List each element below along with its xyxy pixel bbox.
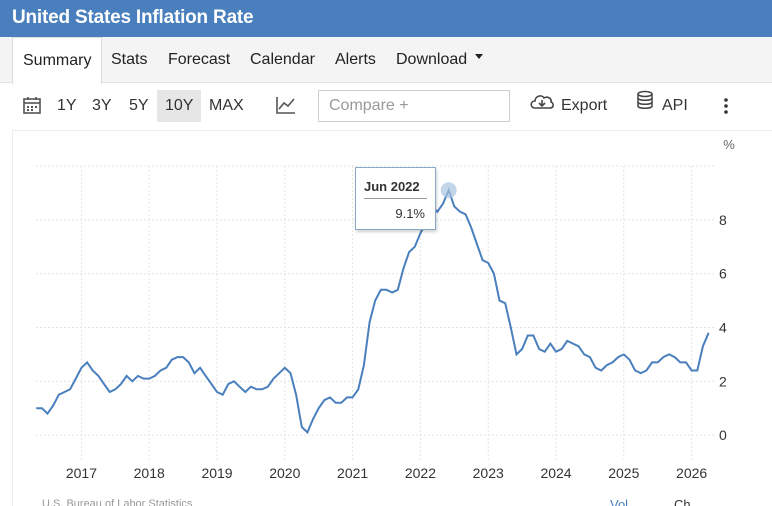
range-5y[interactable]: 5Y bbox=[129, 97, 149, 114]
y-tick-label: 6 bbox=[719, 266, 727, 282]
x-tick-label: 2024 bbox=[540, 465, 571, 481]
tab-forecast[interactable]: Forecast bbox=[168, 51, 231, 68]
export-label: Export bbox=[561, 97, 608, 115]
y-tick-label: 0 bbox=[719, 427, 727, 443]
range-1y[interactable]: 1Y bbox=[57, 97, 77, 114]
tab-alerts[interactable]: Alerts bbox=[335, 51, 376, 68]
legend-ch[interactable]: Ch bbox=[674, 497, 691, 506]
y-tick-label: 2 bbox=[719, 373, 727, 389]
legend-vol[interactable]: Vol bbox=[610, 497, 629, 506]
nav-tabs: Summary Stats Forecast Calendar Alerts D… bbox=[0, 37, 772, 84]
range-10y[interactable]: 10Y bbox=[157, 90, 202, 122]
export-button[interactable]: Export bbox=[529, 90, 607, 122]
api-label: API bbox=[662, 97, 688, 115]
x-tick-label: 2022 bbox=[405, 465, 436, 481]
x-tick-label: 2021 bbox=[337, 465, 368, 481]
chart-toolbar: 1Y 3Y 5Y 10Y MAX Export API bbox=[0, 84, 772, 130]
x-tick-label: 2025 bbox=[608, 465, 639, 481]
page-title: United States Inflation Rate bbox=[12, 7, 254, 28]
tooltip-date: Jun 2022 bbox=[364, 179, 420, 194]
cloud-download-icon bbox=[529, 90, 555, 122]
chart-tooltip: Jun 2022 9.1% bbox=[355, 167, 436, 230]
chart-panel bbox=[12, 130, 772, 506]
x-tick-label: 2026 bbox=[676, 465, 707, 481]
tab-stats[interactable]: Stats bbox=[111, 51, 148, 68]
range-3y[interactable]: 3Y bbox=[92, 97, 112, 114]
highlight-point bbox=[440, 182, 457, 199]
x-tick-label: 2019 bbox=[201, 465, 232, 481]
tab-calendar[interactable]: Calendar bbox=[250, 51, 315, 68]
tab-download[interactable]: Download bbox=[396, 37, 484, 83]
y-tick-label: 8 bbox=[719, 212, 727, 228]
tooltip-divider bbox=[364, 198, 427, 199]
y-unit-label: % bbox=[723, 137, 735, 152]
caret-down-icon bbox=[475, 54, 484, 60]
api-button[interactable]: API bbox=[636, 90, 688, 122]
tab-download-label: Download bbox=[396, 51, 468, 68]
database-icon bbox=[636, 90, 654, 122]
y-tick-label: 4 bbox=[719, 319, 727, 335]
tab-summary[interactable]: Summary bbox=[12, 37, 103, 84]
x-tick-label: 2023 bbox=[473, 465, 504, 481]
source-label[interactable]: U.S. Bureau of Labor Statistics bbox=[42, 498, 193, 506]
title-bar: United States Inflation Rate bbox=[0, 0, 772, 37]
more-vert-icon[interactable] bbox=[720, 96, 732, 118]
chart-type-icon[interactable] bbox=[275, 95, 297, 117]
x-tick-label: 2018 bbox=[134, 465, 165, 481]
calendar-icon[interactable] bbox=[22, 95, 42, 117]
series-line bbox=[36, 187, 710, 435]
compare-input[interactable] bbox=[318, 90, 510, 122]
range-max[interactable]: MAX bbox=[209, 97, 244, 114]
tooltip-value: 9.1% bbox=[395, 206, 425, 221]
x-tick-label: 2020 bbox=[269, 465, 300, 481]
x-tick-label: 2017 bbox=[66, 465, 97, 481]
